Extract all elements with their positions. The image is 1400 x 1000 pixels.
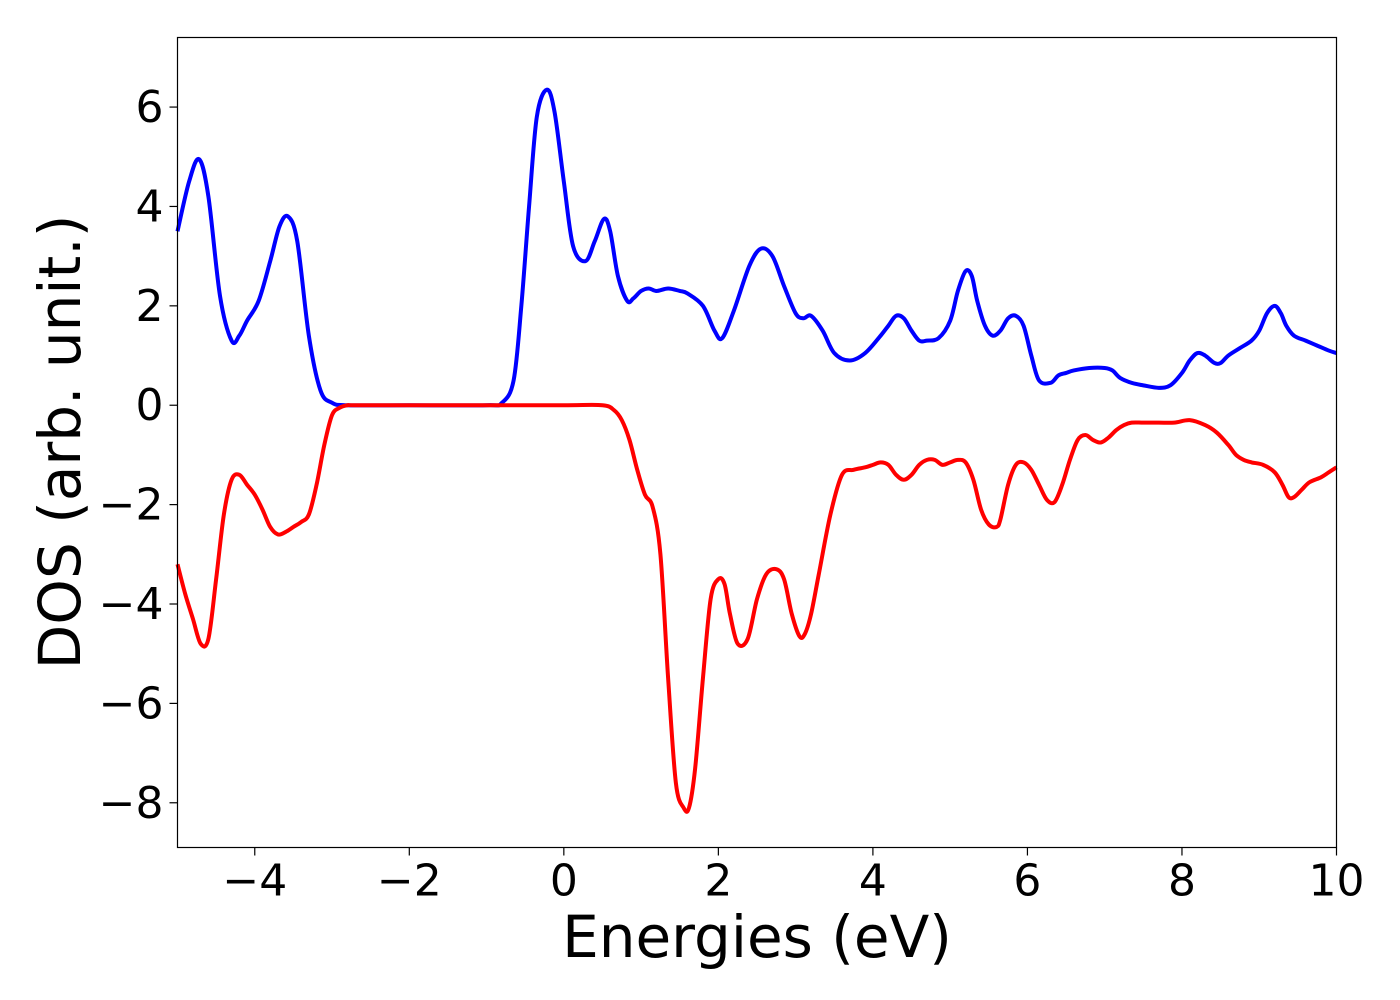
x-axis: −4 −2 0 2 4 6 8 10: [222, 847, 1365, 907]
y-axis: 6 4 2 0 −2 −4 −6 −8: [99, 82, 178, 829]
plot-frame: [176, 36, 1338, 849]
x-axis-label: Energies (eV): [562, 903, 952, 971]
x-tick-label: 6: [1013, 856, 1041, 907]
y-tick-label: 2: [136, 281, 164, 332]
series-layer: [175, 87, 1338, 814]
x-tick-label: 2: [704, 856, 732, 907]
y-tick-label: −4: [99, 579, 164, 630]
y-tick-label: −6: [99, 678, 164, 729]
y-tick-label: 0: [136, 380, 164, 431]
series-line-2: [175, 402, 1338, 814]
y-tick-label: 6: [136, 82, 164, 133]
y-tick-label: −2: [99, 480, 164, 531]
x-tick-label: 10: [1309, 856, 1365, 907]
y-axis-label: DOS (arb. unit.): [26, 215, 94, 670]
x-tick-label: 8: [1168, 856, 1196, 907]
y-tick-label: −8: [99, 778, 164, 829]
y-tick-label: 4: [136, 181, 164, 232]
x-tick-label: 0: [550, 856, 578, 907]
x-tick-label: 4: [859, 856, 887, 907]
x-tick-label: −2: [377, 856, 442, 907]
x-tick-label: −4: [222, 856, 287, 907]
